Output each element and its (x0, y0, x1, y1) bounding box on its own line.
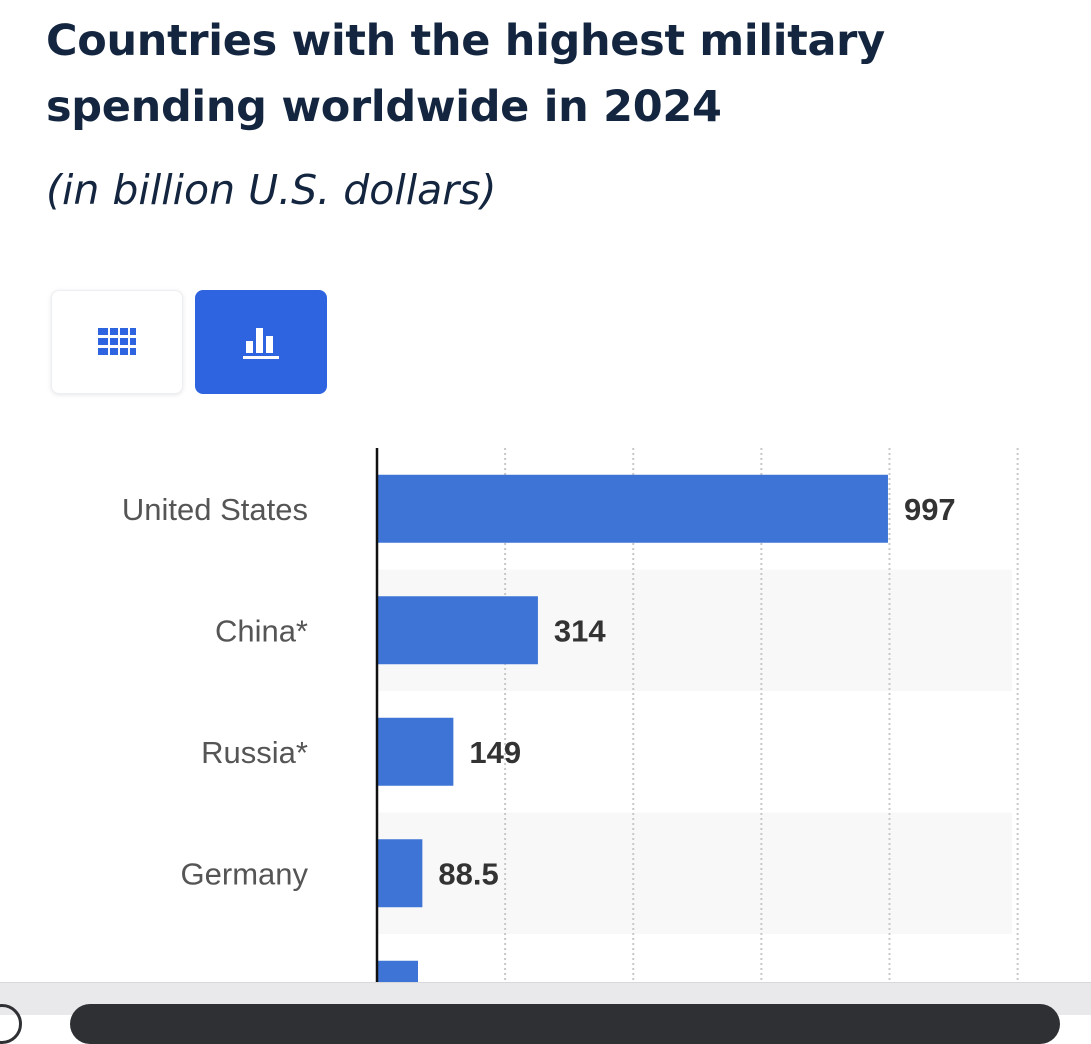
bar[interactable] (377, 960, 418, 982)
table-grid-icon (98, 328, 136, 355)
chart-subtitle: (in billion U.S. dollars) (46, 166, 497, 214)
data-label: 88.5 (438, 856, 498, 891)
row-background (377, 812, 1012, 934)
chart-view-button[interactable] (195, 290, 327, 394)
bar[interactable] (377, 474, 888, 543)
bar[interactable] (377, 839, 423, 908)
bar[interactable] (377, 717, 454, 786)
category-label: Germany (181, 856, 309, 891)
chart-area: United States 997 China* 314 Russia* 149 Germa… (122, 448, 1019, 982)
chart-title: Countries with the highest military spen… (46, 16, 885, 132)
data-label: 997 (904, 492, 956, 527)
bar[interactable] (377, 596, 538, 665)
category-label: United States (122, 492, 308, 527)
browser-address-bar[interactable] (70, 1004, 1060, 1044)
bar-chart-icon (243, 328, 279, 359)
category-label: Russia* (201, 735, 308, 770)
data-label: 314 (554, 613, 606, 648)
category-label: China* (215, 613, 308, 648)
data-label: 149 (469, 735, 521, 770)
table-view-button[interactable] (51, 290, 183, 394)
